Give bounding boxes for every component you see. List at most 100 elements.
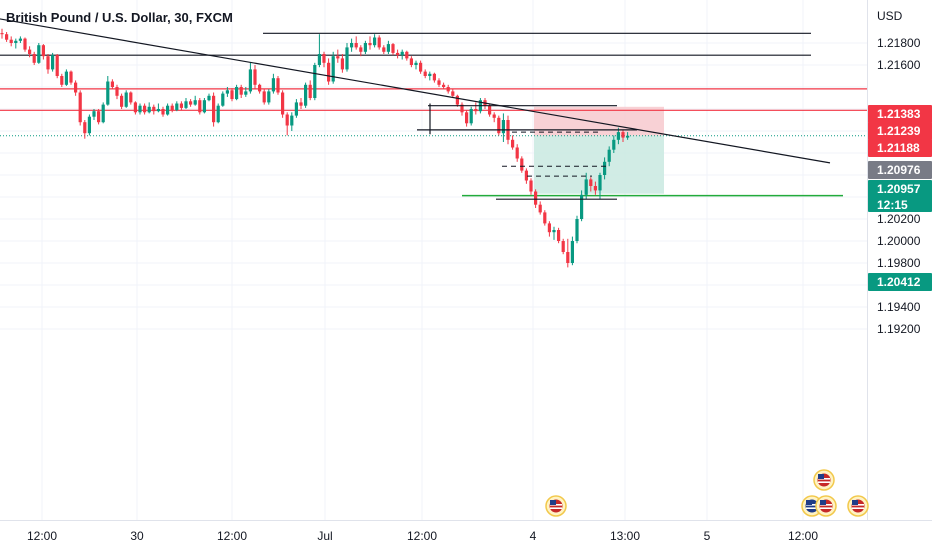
candle-body: [612, 139, 616, 150]
candle-body: [51, 55, 55, 70]
candle-body: [0, 33, 4, 35]
candle-body: [557, 230, 561, 241]
candle-body: [202, 100, 206, 113]
us-flag-icon[interactable]: [847, 495, 869, 517]
candle-body: [69, 71, 73, 83]
event-icon-stripe: [818, 481, 830, 483]
price-tick-label: 1.19400: [877, 300, 921, 314]
candle-body: [170, 105, 174, 111]
candle-body: [253, 69, 257, 85]
time-tick-label: Jul: [317, 529, 332, 543]
candle-body: [74, 82, 78, 93]
candle-body: [147, 106, 151, 113]
candle-body: [552, 230, 556, 233]
candle-body: [547, 223, 551, 233]
event-icons[interactable]: [545, 469, 869, 517]
us-flag-icon[interactable]: [815, 495, 837, 517]
candles: [0, 28, 630, 268]
grid: [0, 0, 867, 520]
price-badge: [868, 122, 932, 140]
candle-body: [14, 40, 18, 43]
event-icon-stripe: [852, 507, 864, 509]
candle-body: [317, 54, 321, 65]
time-tick-label: 12:00: [407, 529, 437, 543]
price-badge-label: 1.21188: [877, 141, 920, 155]
candle-body: [120, 95, 124, 107]
price-badge: [868, 139, 932, 157]
candle-body: [465, 112, 469, 124]
event-icon-stripe: [820, 507, 832, 509]
candle-body: [23, 38, 27, 50]
candle-body: [60, 76, 64, 85]
candle-body: [350, 43, 354, 48]
time-tick-label: 12:00: [788, 529, 818, 543]
candle-body: [271, 78, 275, 92]
candle-body: [129, 92, 133, 103]
candle-body: [538, 204, 542, 213]
candle-body: [368, 43, 372, 46]
candle-body: [455, 95, 459, 105]
candle-body: [575, 219, 579, 241]
candle-body: [235, 87, 239, 100]
candle-body: [359, 47, 363, 52]
candle-body: [239, 87, 243, 95]
candle-body: [428, 73, 432, 76]
candle-body: [285, 114, 289, 126]
price-tick-label: 1.21800: [877, 36, 921, 50]
candle-body: [497, 117, 501, 134]
candle-body: [55, 55, 59, 76]
trendline: [0, 18, 831, 164]
candle-body: [189, 101, 193, 105]
candle-body: [216, 105, 220, 123]
candle-body: [179, 103, 183, 108]
candle-body: [607, 149, 611, 162]
candle-body: [267, 91, 271, 103]
candle-body: [230, 90, 234, 100]
candle-body: [143, 105, 147, 113]
candle-body: [294, 102, 298, 116]
candle-body: [345, 47, 349, 70]
candle-body: [184, 101, 188, 108]
candle-body: [212, 95, 216, 123]
candle-body: [561, 241, 565, 252]
us-flag-icon[interactable]: [813, 469, 835, 491]
candle-body: [543, 212, 547, 224]
candle-body: [152, 106, 156, 112]
candle-body: [308, 84, 312, 98]
price-badge: [868, 180, 932, 198]
drawings: [0, 18, 831, 200]
candle-body: [156, 109, 160, 112]
candle-body: [83, 122, 87, 134]
candle-body: [322, 54, 326, 63]
candle-body: [276, 78, 280, 93]
candle-body: [593, 186, 597, 191]
event-icon-canton: [806, 500, 812, 505]
candle-body: [414, 62, 418, 65]
candle-body: [336, 56, 340, 59]
us-flag-icon[interactable]: [545, 495, 567, 517]
candle-body: [166, 105, 170, 115]
position-zones: [534, 106, 664, 194]
candle-body: [377, 37, 381, 48]
stop-loss-zone: [534, 106, 664, 136]
price-badge: [868, 105, 932, 123]
time-tick-label: 5: [704, 529, 711, 543]
candle-body: [515, 147, 519, 159]
candle-body: [198, 100, 202, 113]
candle-body: [37, 45, 41, 63]
candle-body: [87, 116, 91, 134]
time-tick-label: 12:00: [27, 529, 57, 543]
candle-body: [299, 102, 303, 106]
candle-body: [501, 120, 505, 134]
candle-body: [492, 114, 496, 118]
price-badge-label: 1.20957: [877, 182, 921, 196]
event-icon-stripe: [806, 507, 818, 509]
candle-body: [534, 191, 538, 205]
candle-body: [304, 84, 308, 106]
price-badge-label: 1.20412: [877, 275, 921, 289]
candle-body: [396, 52, 400, 56]
candle-body: [327, 62, 331, 82]
candle-body: [281, 92, 285, 115]
